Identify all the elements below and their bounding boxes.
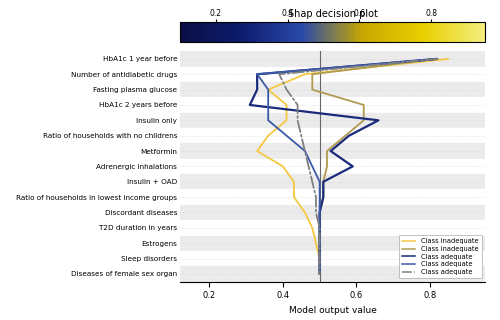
Bar — [180, 205, 485, 220]
Text: Shap decision plot: Shap decision plot — [288, 9, 378, 19]
Bar — [180, 159, 485, 174]
Legend: Class inadequate, Class inadequate, Class adequate, Class adequate, Class adequa: Class inadequate, Class inadequate, Clas… — [398, 235, 481, 278]
Bar — [180, 128, 485, 143]
Bar — [180, 220, 485, 236]
Bar — [180, 251, 485, 266]
Bar — [180, 236, 485, 251]
Bar — [180, 189, 485, 205]
Bar — [180, 97, 485, 113]
Bar — [180, 67, 485, 82]
Bar — [180, 113, 485, 128]
Bar — [180, 51, 485, 67]
X-axis label: Model output value: Model output value — [288, 306, 376, 315]
Bar — [180, 82, 485, 97]
Bar — [180, 143, 485, 159]
Bar — [180, 266, 485, 282]
Bar — [180, 174, 485, 189]
